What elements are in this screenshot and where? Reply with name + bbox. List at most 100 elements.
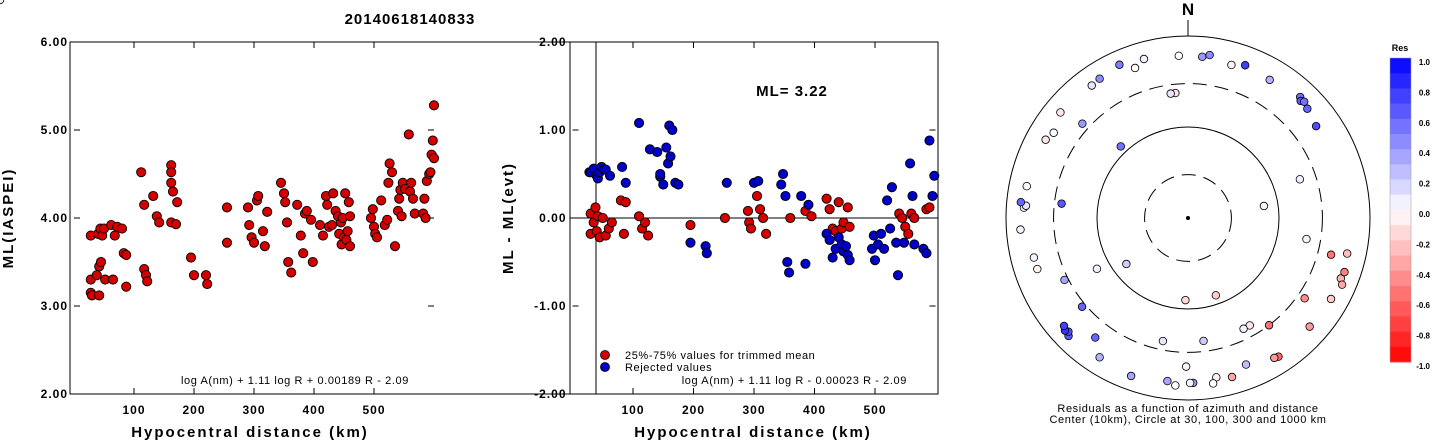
station-point [1208, 379, 1218, 388]
point-series-0 [897, 212, 908, 224]
point-series-0 [597, 212, 608, 224]
point-series-0 [367, 204, 378, 215]
station-point [1059, 321, 1069, 331]
point-series-1 [780, 190, 791, 202]
point-series-0 [283, 256, 294, 268]
station-point [1116, 142, 1125, 151]
point-series-0 [909, 212, 920, 224]
point-series-1 [885, 223, 896, 234]
x-tick-label: 200 [682, 403, 705, 417]
point-series-0 [257, 226, 269, 237]
x-tick-label: 300 [242, 403, 265, 417]
station-point [1337, 280, 1347, 289]
azimuth-points [0, 0, 1352, 390]
point-series-0 [394, 193, 405, 204]
point-series-1 [921, 248, 932, 259]
station-point [1022, 181, 1031, 191]
point-series-0 [344, 241, 356, 252]
colorbar-cell [1390, 164, 1411, 181]
point-series-0 [365, 212, 377, 224]
colorbar-tick-label: 0.0 [1419, 210, 1431, 219]
colorbar-label: Res [1392, 43, 1409, 53]
point-series-1 [909, 239, 920, 250]
point-series-0 [221, 237, 233, 248]
point-series-0 [425, 167, 436, 178]
colorbar-cell [1390, 255, 1411, 272]
y-tick-label: 2.00 [41, 387, 68, 401]
colorbar-cell [1390, 194, 1411, 211]
colorbar-tick-label: 0.8 [1419, 88, 1431, 97]
station-point [1185, 378, 1195, 388]
x-tick-label: 500 [863, 403, 886, 417]
point-series-0 [221, 202, 233, 213]
station-point [1302, 234, 1311, 244]
caption-line-1: Residuals as a function of azimuth and d… [1057, 403, 1318, 415]
y-tick-label: 2.00 [539, 35, 566, 49]
point-series-0 [383, 177, 394, 188]
point-series-0 [382, 214, 393, 225]
point-series-1 [777, 168, 789, 180]
colorbar-tick-label: -0.8 [1416, 332, 1430, 341]
point-series-0 [278, 188, 290, 199]
point-series-0 [389, 241, 401, 252]
point-series-1 [869, 255, 881, 266]
point-series-0 [343, 197, 354, 208]
point-series-0 [307, 256, 318, 268]
point-series-0 [139, 199, 150, 210]
point-series-0 [281, 217, 293, 228]
station-point [1300, 294, 1309, 303]
point-series-0 [620, 197, 631, 208]
colorbar-tick-label: 0.2 [1419, 180, 1431, 189]
station-point [0, 0, 5, 5]
x-tick-label: 200 [182, 403, 205, 417]
colorbar-cell [1390, 58, 1411, 74]
colorbar-cell [1390, 316, 1411, 333]
point-series-1 [661, 142, 672, 153]
point-series-1 [665, 151, 676, 162]
point-series-0 [248, 237, 260, 248]
station-point [1077, 302, 1087, 311]
point-series-0 [618, 228, 629, 239]
point-series-0 [406, 177, 417, 188]
point-series-1 [824, 234, 835, 246]
point-series-0 [298, 248, 309, 259]
colorbar-cell [1390, 331, 1411, 348]
point-series-1 [905, 158, 916, 169]
y-tick-label: 5.00 [41, 123, 68, 137]
point-series-0 [170, 219, 182, 230]
colorbar-cell [1390, 270, 1411, 287]
point-series-1 [701, 248, 712, 259]
point-series-0 [758, 212, 769, 224]
point-series-1 [796, 190, 807, 202]
point-series-0 [295, 230, 306, 241]
point-series-1 [776, 179, 787, 190]
colorbar-cell [1390, 240, 1411, 257]
point-series-0 [262, 206, 273, 217]
x-tick-label: 500 [362, 403, 385, 417]
point-series-0 [903, 228, 914, 239]
point-series-0 [121, 281, 132, 292]
colorbar-cell [1390, 286, 1411, 302]
point-series-0 [244, 219, 255, 231]
legend: 25%-75% values for trimmed mean Rejected… [600, 350, 815, 374]
station-point [1115, 60, 1124, 69]
point-series-0 [742, 205, 754, 217]
point-series-0 [420, 212, 431, 224]
panel1-formula: log A(nm) + 1.11 log R + 0.00189 R - 2.0… [181, 375, 409, 387]
point-series-0 [344, 211, 356, 222]
panel2-points [584, 117, 940, 281]
point-series-0 [340, 188, 351, 199]
station-point [1095, 353, 1104, 362]
panel2-xlabel: Hypocentral distance (km) [634, 424, 872, 441]
station-point [1227, 60, 1236, 70]
point-series-0 [755, 204, 766, 215]
point-series-0 [259, 241, 270, 252]
x-tick-label: 100 [122, 403, 145, 417]
center-dot [1186, 216, 1190, 220]
point-series-1 [879, 243, 890, 254]
station-point [1265, 75, 1274, 85]
station-point [1163, 376, 1172, 386]
x-tick-label: 100 [621, 403, 644, 417]
point-series-0 [301, 205, 312, 217]
point-series-0 [785, 212, 796, 224]
